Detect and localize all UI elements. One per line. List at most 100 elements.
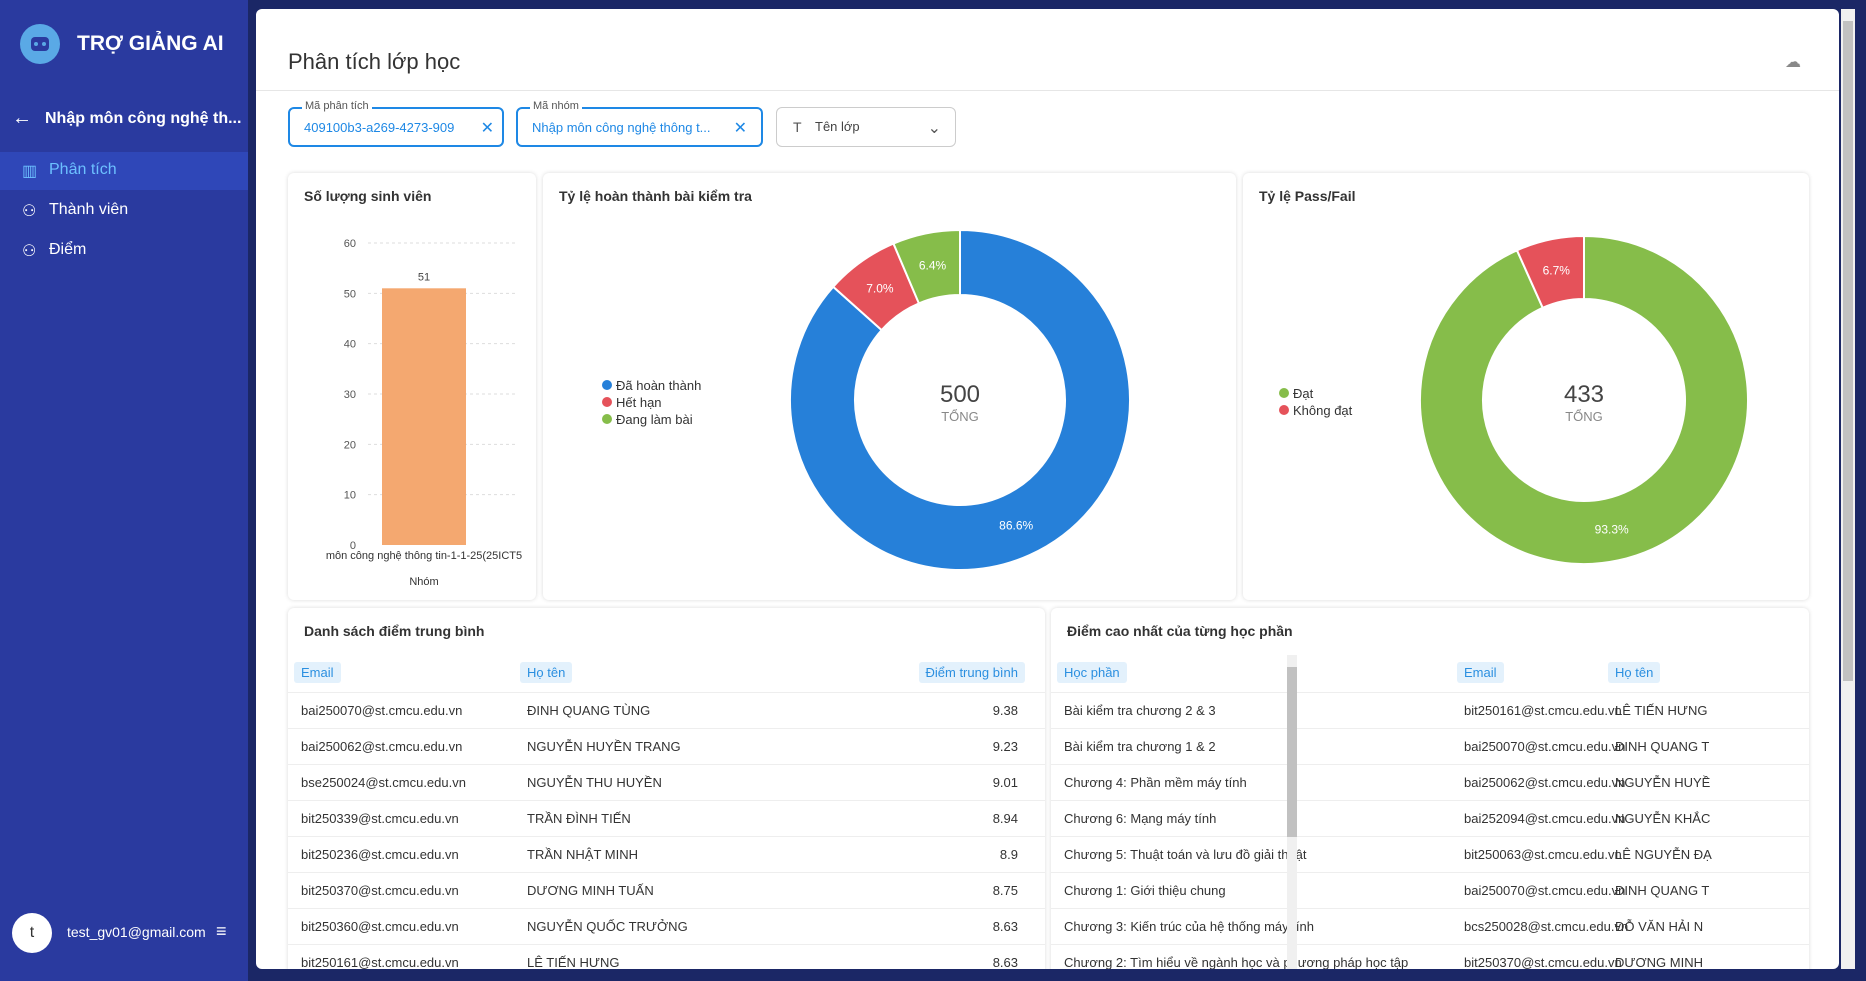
- menu-icon[interactable]: ≡: [216, 921, 227, 941]
- legend-label: Không đạt: [1293, 403, 1353, 418]
- cloud-icon[interactable]: ☁: [1785, 54, 1801, 71]
- table-row: Chương 3: Kiến trúc của hệ thống máy tín…: [1051, 908, 1809, 945]
- table-cell: 8.63: [992, 919, 1018, 934]
- table-row: bse250024@st.cmcu.edu.vn NGUYỄN THU HUYỀN…: [288, 764, 1045, 801]
- table-cell: bit250161@st.cmcu.edu.vn: [301, 955, 459, 969]
- table-cell: bai250070@st.cmcu.edu.vn: [1464, 739, 1626, 754]
- table-cell: bcs250028@st.cmcu.edu.vn: [1464, 919, 1629, 934]
- table-row: Chương 4: Phần mềm máy tính bai250062@st.…: [1051, 764, 1809, 801]
- legend-label: Hết hạn: [616, 395, 662, 410]
- table-cell: 9.23: [992, 739, 1018, 754]
- data-label: 93.3%: [1595, 523, 1629, 537]
- table-cell: ĐINH QUANG T: [1615, 739, 1710, 754]
- table-cell: bit250370@st.cmcu.edu.vn: [1464, 955, 1622, 969]
- column-header: Email: [1457, 662, 1504, 683]
- chart-title: Tỷ lệ Pass/Fail: [1259, 188, 1356, 204]
- total-label: TỔNG: [941, 409, 979, 424]
- chart-card: Tỷ lệ hoàn thành bài kiểm tra 86.6% Đã hoà…: [543, 173, 1236, 600]
- y-tick-label: 30: [344, 389, 356, 401]
- legend-label: Đang làm bài: [616, 412, 693, 427]
- filter-value: Nhập môn công nghệ thông t...: [532, 120, 711, 135]
- bar: [382, 288, 466, 545]
- nav-item[interactable]: ▥ Phân tích: [0, 152, 248, 190]
- table-cell: 8.9: [999, 847, 1018, 862]
- table-row: bit250370@st.cmcu.edu.vn DƯƠNG MINH TUẤN 8…: [288, 872, 1045, 909]
- table-cell: NGUYỄN QUỐC TRƯỞNG: [527, 919, 688, 934]
- table-row: bai250062@st.cmcu.edu.vn NGUYỄN HUYỀN TRA…: [288, 728, 1045, 765]
- chart-card: Tỷ lệ Pass/Fail 93.3% Đạt 6.7% Không đạt 433 T…: [1243, 173, 1809, 600]
- column-header: Họ tên: [520, 662, 573, 683]
- table-cell: DƯƠNG MINH: [1615, 955, 1703, 969]
- nav-item[interactable]: ⚇ Thành viên: [22, 201, 129, 220]
- y-tick-label: 60: [344, 238, 356, 250]
- table-cell: bse250024@st.cmcu.edu.vn: [301, 775, 466, 790]
- table-cell: ĐỖ VĂN HẢI N: [1615, 919, 1704, 934]
- column-header: Học phần: [1057, 662, 1127, 683]
- filter[interactable]: Mã nhóm Nhập môn công nghệ thông t... ✕: [516, 100, 763, 147]
- column-header: Họ tên: [1608, 662, 1661, 683]
- table-cell: NGUYỄN KHẮC: [1615, 811, 1711, 826]
- main-panel: Phân tích lớp học ☁ Mã phân tích 409100b3…: [256, 9, 1839, 969]
- y-tick-label: 50: [344, 288, 356, 300]
- table-cell: NGUYỄN THU HUYỀN: [527, 775, 662, 790]
- chart-title: Tỷ lệ hoàn thành bài kiểm tra: [559, 188, 752, 204]
- scrollbar[interactable]: [1841, 9, 1855, 969]
- legend-label: Đạt: [1293, 386, 1314, 401]
- filter-label: Mã nhóm: [530, 100, 582, 112]
- table-cell: Chương 5: Thuật toán và lưu đồ giải thuậ…: [1064, 847, 1307, 862]
- table-cell: ĐINH QUANG TÙNG: [527, 703, 651, 718]
- data-label: 6.7%: [1543, 263, 1571, 277]
- table-cell: 8.94: [992, 811, 1018, 826]
- table-row: bit250161@st.cmcu.edu.vn LÊ TIẾN HƯNG 8.63: [288, 944, 1045, 969]
- table-cell: 8.75: [992, 883, 1018, 898]
- table-cell: TRẦN NHẬT MINH: [527, 847, 638, 862]
- table-cell: Chương 6: Mạng máy tính: [1064, 811, 1217, 826]
- logo: [20, 24, 60, 64]
- data-label: 6.4%: [919, 258, 947, 272]
- filter-placeholder: Tên lớp: [815, 119, 860, 134]
- chart-card: Số lượng sinh viên 0 10 20 30 40 50 60 51 môn côn…: [288, 173, 536, 600]
- table-cell: 8.63: [992, 955, 1018, 969]
- table-row: Chương 6: Mạng máy tính bai252094@st.cmcu…: [1051, 800, 1809, 837]
- table-title: Điểm cao nhất của từng học phần: [1067, 623, 1293, 639]
- nav-label: Điểm: [49, 241, 87, 258]
- filter[interactable]: Mã phân tích 409100b3-a269-4273-909 ✕: [288, 100, 504, 147]
- table-cell: bai250070@st.cmcu.edu.vn: [301, 703, 463, 718]
- sidebar: TRỢ GIẢNG AI ← Nhập môn công nghệ th... …: [0, 0, 248, 981]
- x-tick-label: môn công nghệ thông tin-1-1-25(25ICT5: [326, 550, 522, 562]
- table-cell: Chương 1: Giới thiệu chung: [1064, 883, 1226, 898]
- table-row: Chương 2: Tìm hiểu về ngành học và phươn…: [1051, 944, 1809, 969]
- back-arrow[interactable]: ←: [12, 107, 32, 129]
- filter-label: Mã phân tích: [302, 100, 372, 112]
- nav-label: Thành viên: [49, 201, 129, 218]
- chart-title: Số lượng sinh viên: [304, 188, 432, 204]
- table-cell: bit250339@st.cmcu.edu.vn: [301, 811, 459, 826]
- page-title: Phân tích lớp học: [288, 49, 461, 74]
- table-cell: LÊ NGUYỄN ĐẠ: [1615, 847, 1712, 862]
- nav-item[interactable]: ⚇ Điểm: [22, 241, 87, 260]
- legend-swatch: [602, 397, 612, 407]
- table-cell: TRẦN ĐÌNH TIẾN: [527, 811, 631, 826]
- nav-label: Phân tích: [49, 161, 117, 178]
- table-cell: bai250062@st.cmcu.edu.vn: [1464, 775, 1626, 790]
- table-cell: Chương 2: Tìm hiểu về ngành học và phươn…: [1064, 955, 1409, 969]
- data-label: 86.6%: [999, 518, 1033, 532]
- table-cell: DƯƠNG MINH TUẤN: [527, 883, 654, 898]
- table-card: Điểm cao nhất của từng học phần Học phần E…: [1051, 608, 1809, 969]
- legend-swatch: [602, 414, 612, 424]
- scrollbar[interactable]: [1287, 655, 1297, 969]
- donut-slice: [1515, 234, 1585, 310]
- table-cell: 9.38: [992, 703, 1018, 718]
- table-cell: Chương 3: Kiến trúc của hệ thống máy tín…: [1064, 919, 1314, 934]
- table-cell: LÊ TIẾN HƯNG: [1615, 703, 1708, 718]
- table-row: bit250339@st.cmcu.edu.vn TRẦN ĐÌNH TIẾN 8.…: [288, 800, 1045, 837]
- data-label: 51: [418, 271, 430, 283]
- filter[interactable]: T Tên lớp ⌄: [776, 107, 956, 147]
- legend-swatch: [1279, 388, 1289, 398]
- table-card: Danh sách điểm trung bình Email Họ tên Điểm…: [288, 608, 1045, 969]
- x-axis-label: Nhóm: [409, 576, 438, 588]
- avatar[interactable]: t: [12, 913, 52, 953]
- brand: TRỢ GIẢNG AI: [77, 32, 224, 55]
- y-tick-label: 0: [350, 540, 356, 552]
